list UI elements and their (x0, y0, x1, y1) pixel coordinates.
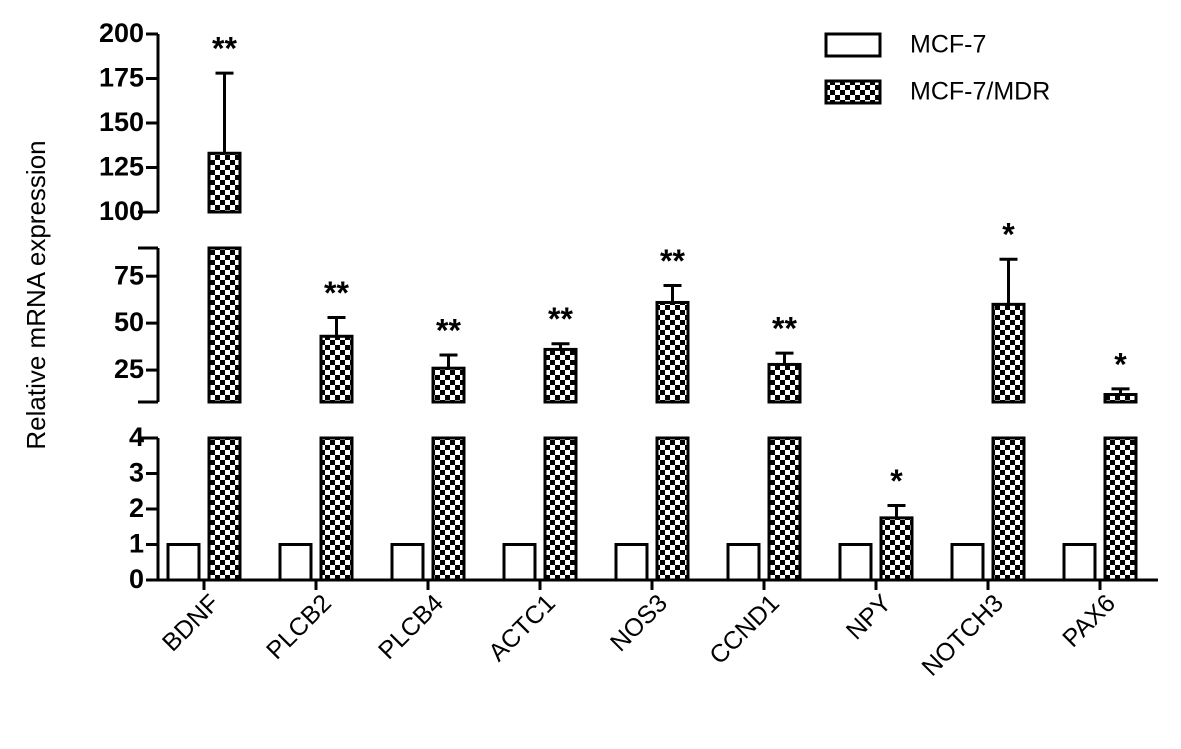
significance-label: ** (212, 31, 237, 67)
bar (655, 300, 690, 404)
bar (1062, 543, 1097, 582)
y-tick-label: 100 (99, 196, 144, 226)
significance-label: ** (660, 243, 685, 279)
x-tick-label: BDNF (157, 589, 225, 657)
bar (767, 436, 802, 582)
bar (1103, 436, 1138, 582)
x-tick-label: NOTCH3 (916, 589, 1008, 681)
x-tick-label: PLCB4 (373, 589, 449, 665)
bar (543, 347, 578, 404)
y-tick-label: 2 (129, 493, 144, 523)
bar (655, 436, 690, 582)
significance-label: ** (324, 275, 349, 311)
legend-swatch (824, 79, 882, 105)
legend-label: MCF-7 (910, 31, 986, 59)
y-tick-label: 200 (99, 18, 144, 48)
legend-swatch (824, 32, 882, 58)
x-tick-label: PAX6 (1057, 589, 1121, 653)
significance-label: * (1002, 217, 1015, 253)
bar (207, 436, 242, 582)
bar (838, 543, 873, 582)
x-tick-label: ACTC1 (483, 589, 561, 667)
bar (390, 543, 425, 582)
x-tick-label: PLCB2 (261, 589, 337, 665)
y-tick-label: 125 (99, 152, 144, 182)
significance-label: ** (548, 301, 573, 337)
bar (319, 436, 354, 582)
bar (991, 302, 1026, 404)
y-tick-label: 50 (114, 307, 144, 337)
bar (726, 543, 761, 582)
bar (431, 436, 466, 582)
x-tick-label: CCND1 (704, 589, 785, 670)
legend-label: MCF-7/MDR (910, 78, 1050, 106)
significance-label: ** (436, 313, 461, 349)
bar (207, 151, 242, 214)
bar (1103, 392, 1138, 404)
y-tick-label: 3 (129, 458, 144, 488)
bar (278, 543, 313, 582)
bar (166, 543, 201, 582)
x-tick-label: NOS3 (605, 589, 673, 657)
y-tick-label: 150 (99, 107, 144, 137)
y-tick-label: 25 (114, 354, 144, 384)
y-tick-label: 75 (114, 260, 144, 290)
bar (431, 366, 466, 404)
bar (207, 246, 242, 404)
bar (767, 362, 802, 404)
y-axis-label: Relative mRNA expression (21, 140, 51, 449)
bar (879, 516, 914, 582)
bar (502, 543, 537, 582)
significance-label: * (1114, 346, 1127, 382)
significance-label: ** (772, 311, 797, 347)
significance-label: * (890, 463, 903, 499)
y-tick-label: 1 (129, 529, 144, 559)
x-tick-label: NPY (841, 589, 897, 645)
y-tick-label: 175 (99, 63, 144, 93)
bar (991, 436, 1026, 582)
bar (319, 334, 354, 404)
bar (614, 543, 649, 582)
y-tick-label: 0 (129, 564, 144, 594)
bar (543, 436, 578, 582)
bar (950, 543, 985, 582)
y-tick-label: 4 (129, 422, 144, 452)
